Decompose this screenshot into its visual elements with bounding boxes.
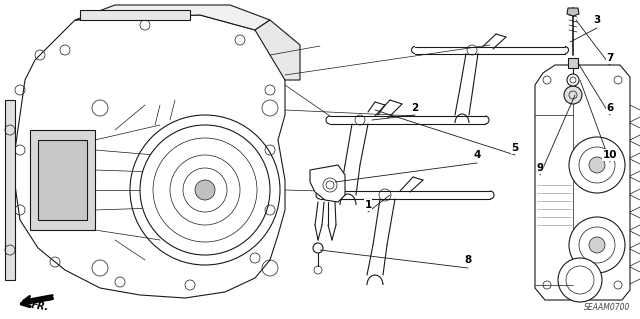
Text: 7: 7 — [606, 53, 614, 63]
Circle shape — [569, 137, 625, 193]
Text: 6: 6 — [606, 103, 614, 113]
Circle shape — [569, 217, 625, 273]
Circle shape — [567, 74, 579, 86]
Polygon shape — [15, 15, 285, 298]
Polygon shape — [38, 140, 87, 220]
Polygon shape — [568, 58, 578, 68]
Circle shape — [195, 180, 215, 200]
Text: 3: 3 — [593, 15, 600, 25]
Polygon shape — [567, 8, 579, 16]
Text: 2: 2 — [412, 103, 419, 113]
Text: 9: 9 — [536, 163, 543, 173]
Circle shape — [564, 86, 582, 104]
Polygon shape — [30, 130, 95, 230]
Text: 5: 5 — [511, 143, 518, 153]
Text: FR.: FR. — [30, 300, 50, 312]
Polygon shape — [5, 100, 15, 280]
Text: 1: 1 — [364, 200, 372, 210]
Polygon shape — [310, 165, 345, 202]
Text: 10: 10 — [603, 150, 617, 160]
Polygon shape — [75, 5, 270, 30]
Text: 8: 8 — [465, 255, 472, 265]
Text: SEAAM0700: SEAAM0700 — [584, 303, 630, 312]
Circle shape — [589, 157, 605, 173]
Circle shape — [589, 237, 605, 253]
Text: 4: 4 — [474, 150, 481, 160]
Polygon shape — [80, 10, 190, 20]
Circle shape — [140, 125, 270, 255]
Polygon shape — [535, 65, 630, 300]
Circle shape — [558, 258, 602, 302]
Polygon shape — [255, 20, 300, 80]
